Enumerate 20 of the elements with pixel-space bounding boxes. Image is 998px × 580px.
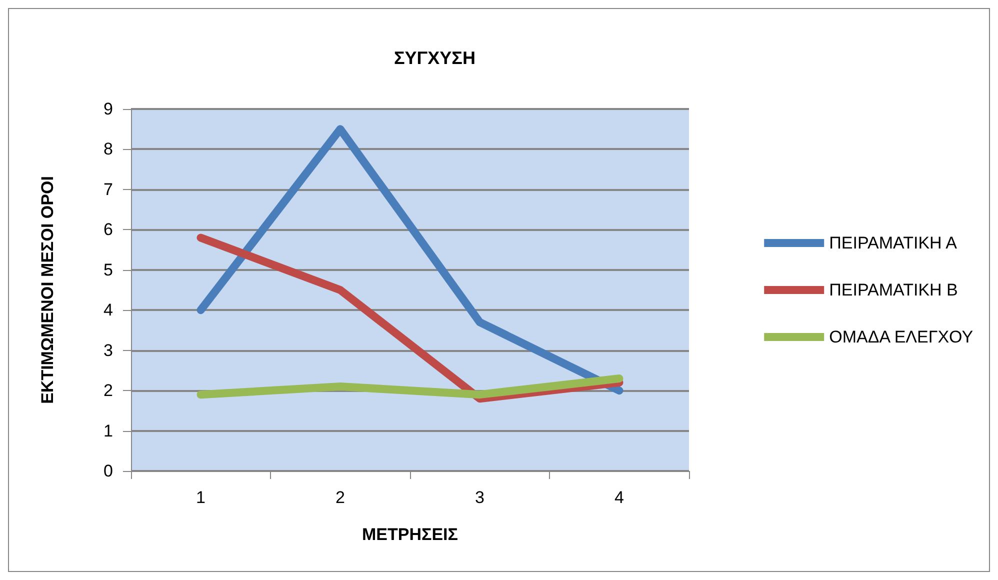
y-tick-label: 6 — [104, 220, 113, 240]
y-tick-label: 1 — [104, 421, 113, 440]
legend-label: ΠΕΙΡΑΜΑΤΙΚΗ Α — [829, 234, 958, 252]
y-tick-label: 7 — [104, 180, 113, 199]
legend-label: ΠΕΙΡΑΜΑΤΙΚΗ Β — [829, 280, 958, 300]
x-tick-label: 2 — [336, 488, 345, 507]
y-tick-label: 4 — [104, 300, 113, 320]
x-tick-label: 3 — [475, 488, 484, 507]
y-tick-label: 5 — [104, 260, 113, 280]
x-tick-label: 1 — [196, 488, 206, 507]
y-tick-label: 0 — [104, 462, 113, 480]
x-tick-label: 4 — [614, 488, 624, 507]
chart-title: ΣΥΓΧΥΣΗ — [394, 48, 476, 68]
x-axis-title: ΜΕΤΡΗΣΕΙΣ — [362, 525, 458, 544]
y-tick-label: 3 — [104, 340, 113, 360]
y-tick-label: 8 — [104, 140, 113, 159]
y-axis-title: ΕΚΤΙΜΩΜΕΝΟΙ ΜΕΣΟΙ ΟΡΟΙ — [38, 176, 57, 404]
legend-label: ΟΜΑΔΑ ΕΛΕΓΧΟΥ — [829, 328, 974, 346]
y-tick-label: 2 — [104, 381, 113, 400]
y-tick-label: 9 — [104, 100, 113, 118]
